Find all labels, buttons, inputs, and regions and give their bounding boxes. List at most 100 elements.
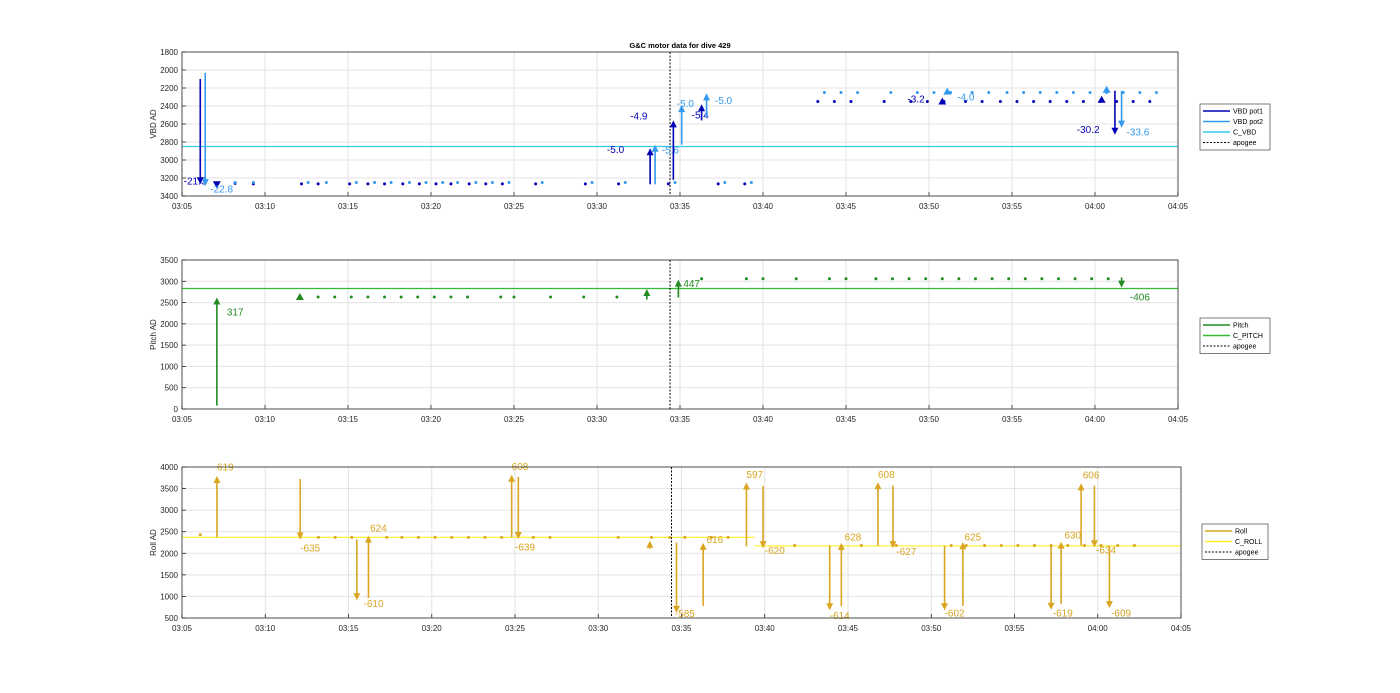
move-arrow-head bbox=[646, 148, 654, 156]
legend-entry: Roll bbox=[1235, 529, 1248, 536]
move-label: 630 bbox=[1064, 531, 1081, 542]
move-label: -30.2 bbox=[1077, 125, 1100, 136]
x-tick-label: 03:55 bbox=[1002, 415, 1023, 424]
x-tick-label: 03:30 bbox=[588, 624, 609, 633]
vbd-axes: 03:05 03:10 03:15 03:20 03:25 03:30 03:35 03:40… bbox=[149, 48, 1189, 211]
data-point bbox=[1071, 91, 1075, 94]
data-point bbox=[540, 181, 544, 184]
data-point bbox=[474, 181, 478, 184]
roll-axes: 03:05 03:10 03:15 03:20 03:25 03:30 03:35 03:40… bbox=[149, 462, 1192, 633]
data-point bbox=[354, 181, 358, 184]
move-arrow-head bbox=[213, 476, 221, 484]
data-point bbox=[549, 295, 553, 299]
x-tick-label: 03:10 bbox=[255, 415, 276, 424]
data-point bbox=[1038, 91, 1042, 94]
y-tick-label: 1500 bbox=[160, 571, 178, 580]
data-point bbox=[1005, 91, 1009, 94]
move-label: 597 bbox=[746, 470, 763, 481]
x-tick-label: 03:05 bbox=[172, 415, 193, 424]
move-arrow-head bbox=[213, 297, 221, 305]
y-tick-label: 3000 bbox=[160, 277, 178, 286]
data-point bbox=[416, 535, 420, 539]
data-point bbox=[990, 277, 994, 281]
move-label: -33.6 bbox=[1127, 128, 1150, 139]
data-point bbox=[882, 100, 886, 103]
data-point bbox=[400, 535, 404, 539]
move-arrow-head bbox=[296, 532, 304, 540]
data-point bbox=[999, 544, 1003, 548]
triangle-marker bbox=[295, 293, 304, 301]
data-point bbox=[507, 181, 511, 184]
data-point bbox=[683, 535, 687, 539]
y-tick-label: 3000 bbox=[160, 506, 178, 515]
figure-title: G&C motor data for dive 429 bbox=[629, 41, 730, 50]
data-point bbox=[749, 181, 753, 184]
data-point bbox=[794, 277, 798, 281]
data-point bbox=[1022, 91, 1026, 94]
x-tick-label: 03:30 bbox=[587, 415, 608, 424]
move-arrow-head bbox=[364, 535, 372, 543]
legend-entry: Pitch bbox=[1233, 323, 1249, 330]
y-tick-label: 3000 bbox=[160, 156, 178, 165]
data-point bbox=[1073, 277, 1077, 281]
move-label: -602 bbox=[945, 609, 965, 620]
move-label: -585 bbox=[675, 609, 695, 620]
data-point bbox=[940, 277, 944, 281]
move-arrow-head bbox=[514, 532, 522, 540]
move-label: -634 bbox=[1096, 546, 1116, 557]
x-tick-label: 04:00 bbox=[1085, 415, 1106, 424]
move-arrow-head bbox=[1090, 540, 1098, 548]
data-point bbox=[816, 100, 820, 103]
data-point bbox=[616, 535, 620, 539]
y-tick-label: 2000 bbox=[160, 320, 178, 329]
x-tick-label: 04:05 bbox=[1171, 624, 1192, 633]
data-point bbox=[761, 277, 765, 281]
move-arrow-head bbox=[643, 288, 651, 296]
data-point bbox=[424, 181, 428, 184]
data-point bbox=[499, 295, 503, 299]
data-point bbox=[450, 535, 454, 539]
x-tick-label: 03:05 bbox=[172, 624, 193, 633]
data-point bbox=[716, 182, 720, 186]
data-point bbox=[500, 182, 504, 186]
y-tick-label: 500 bbox=[165, 384, 179, 393]
data-point bbox=[827, 277, 831, 281]
data-point bbox=[1131, 100, 1135, 103]
data-point bbox=[316, 295, 320, 299]
data-point bbox=[723, 181, 727, 184]
data-point bbox=[383, 295, 387, 299]
data-point bbox=[198, 533, 202, 537]
x-tick-label: 03:50 bbox=[919, 202, 940, 211]
data-point bbox=[1016, 544, 1020, 548]
data-point bbox=[1040, 277, 1044, 281]
data-point bbox=[744, 277, 748, 281]
y-tick-label: 2400 bbox=[160, 102, 178, 111]
move-arrow-head bbox=[959, 542, 967, 550]
data-point bbox=[1148, 100, 1152, 103]
data-point bbox=[317, 535, 321, 539]
move-label: 608 bbox=[878, 470, 895, 481]
data-point bbox=[531, 535, 535, 539]
move-label: -627 bbox=[896, 547, 916, 558]
y-tick-label: 3200 bbox=[160, 174, 178, 183]
data-point bbox=[366, 182, 370, 186]
move-arrow-head bbox=[1118, 280, 1126, 288]
data-point bbox=[449, 182, 453, 186]
y-tick-label: 2500 bbox=[160, 528, 178, 537]
x-tick-label: 04:00 bbox=[1085, 202, 1106, 211]
triangle-marker bbox=[938, 97, 947, 105]
data-point bbox=[709, 535, 713, 539]
data-point bbox=[349, 295, 353, 299]
data-point bbox=[534, 182, 538, 186]
move-label: -406 bbox=[1130, 292, 1150, 303]
data-point bbox=[399, 295, 403, 299]
move-label: 606 bbox=[1083, 471, 1100, 482]
x-tick-label: 03:45 bbox=[838, 624, 859, 633]
move-label: 447 bbox=[683, 279, 700, 290]
move-label: 616 bbox=[706, 535, 723, 546]
y-tick-label: 4000 bbox=[160, 463, 178, 472]
data-point bbox=[1088, 91, 1092, 94]
data-point bbox=[849, 100, 853, 103]
